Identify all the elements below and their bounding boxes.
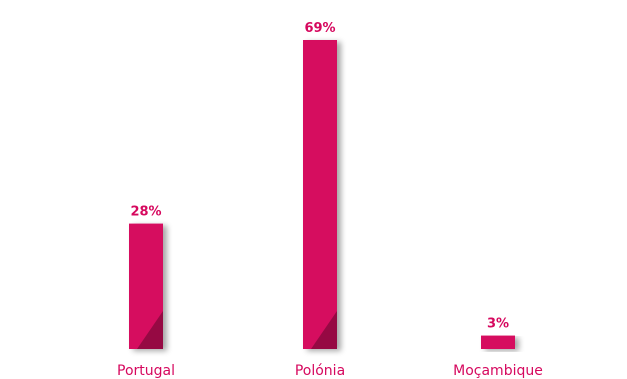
- bar-fold-shade: [137, 311, 163, 349]
- bar-rect: [481, 335, 515, 349]
- bar-1: [129, 223, 163, 349]
- bars-layer: [129, 40, 515, 349]
- category-label: Polónia: [295, 363, 345, 379]
- bar-value-label: 28%: [130, 205, 161, 220]
- bar-3: [481, 335, 515, 349]
- bar-2: [303, 40, 337, 349]
- category-label: Moçambique: [453, 363, 543, 379]
- bar-value-label: 3%: [487, 317, 509, 332]
- category-label: Portugal: [117, 363, 175, 379]
- labels-layer: 28% Portugal 69% Polónia 3% Moçambique: [117, 21, 543, 379]
- bar-value-label: 69%: [304, 21, 335, 36]
- bar-fold-shade: [311, 311, 337, 349]
- bar-rect: [303, 40, 337, 349]
